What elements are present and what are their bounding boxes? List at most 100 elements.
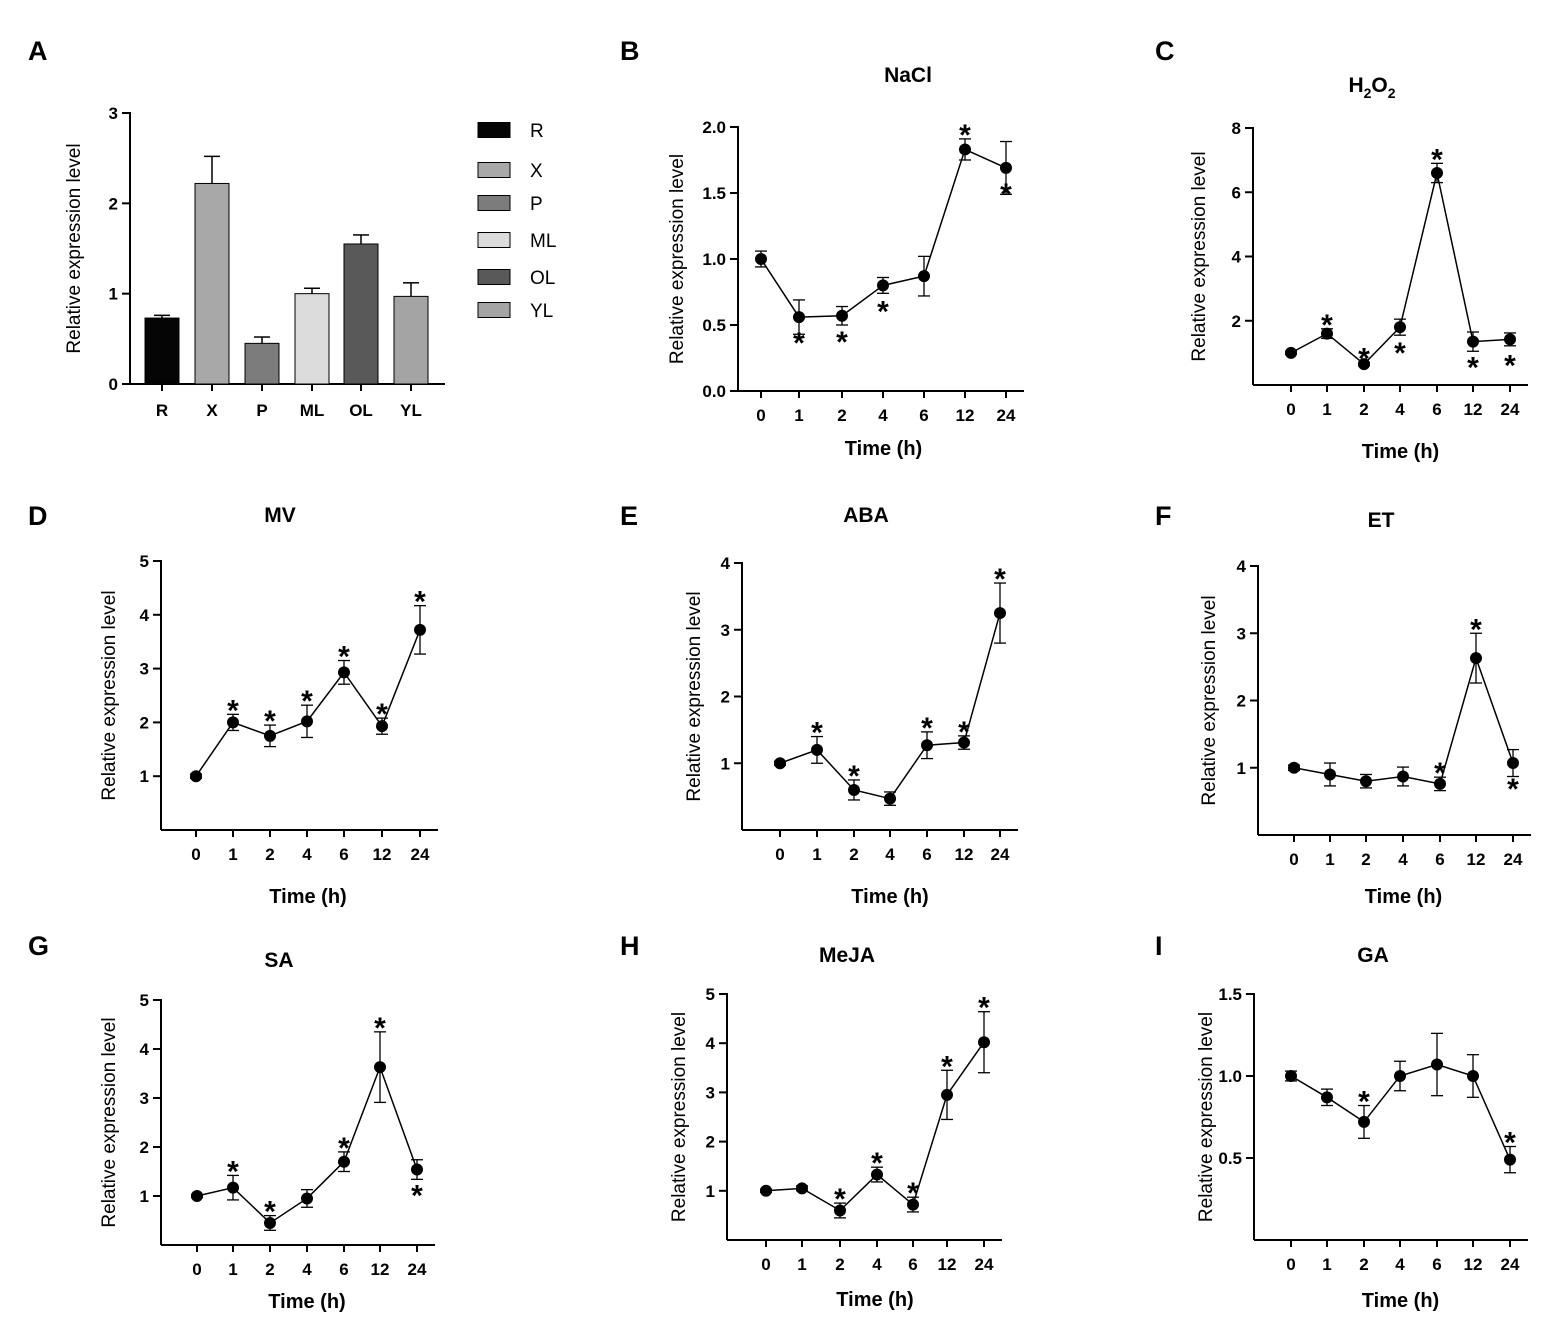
data-point	[264, 1216, 276, 1229]
x-axis-title: Time (h)	[845, 438, 922, 460]
x-tick-label: 24	[1501, 400, 1520, 419]
y-tick-label: 2.0	[702, 118, 726, 137]
y-tick-label: 3	[706, 1083, 715, 1102]
significance-star: *	[1507, 773, 1519, 806]
panel-letter: F	[1155, 501, 1172, 531]
bar-p	[244, 342, 280, 385]
x-tick-label: 1	[228, 1260, 237, 1279]
significance-star: *	[1358, 343, 1370, 376]
chart-title: GA	[1357, 944, 1389, 967]
panel-letter: E	[620, 501, 638, 531]
x-tick-label: 12	[1467, 850, 1486, 869]
significance-star: *	[1504, 1127, 1516, 1160]
data-point	[774, 757, 786, 770]
significance-star: *	[1434, 757, 1446, 790]
data-point	[1360, 775, 1372, 788]
data-point	[1394, 321, 1406, 334]
data-point	[264, 729, 276, 742]
x-tick-label: YL	[400, 401, 422, 420]
data-point	[760, 1184, 772, 1197]
legend-label: X	[530, 161, 543, 182]
data-point	[1467, 1070, 1479, 1082]
y-axis-title: Relative expression level	[99, 1017, 120, 1227]
x-axis-title: Time (h)	[269, 886, 346, 908]
significance-star: *	[338, 1132, 350, 1165]
x-tick-label: 1	[794, 406, 803, 425]
data-point	[338, 666, 350, 679]
y-tick-label: 4	[721, 554, 731, 573]
data-point	[1394, 1070, 1406, 1082]
significance-star: *	[227, 1155, 239, 1188]
y-tick-label: 1.0	[1218, 1067, 1242, 1086]
data-point	[376, 720, 388, 733]
data-point	[190, 770, 202, 783]
y-tick-label: 1.5	[1218, 985, 1242, 1004]
data-point	[941, 1088, 953, 1101]
chart-title: ABA	[843, 504, 889, 527]
data-point	[191, 1190, 203, 1202]
data-point	[1288, 761, 1300, 774]
data-point	[1467, 335, 1479, 348]
data-point	[994, 607, 1006, 620]
y-tick-label: 4	[140, 1040, 150, 1059]
x-tick-label: 24	[997, 406, 1016, 425]
significance-star: *	[264, 1196, 276, 1229]
data-point	[338, 1155, 350, 1168]
x-tick-label: 4	[302, 1260, 312, 1279]
x-tick-label: 12	[371, 1260, 390, 1279]
legend-label: OL	[530, 268, 555, 289]
x-tick-label: 12	[938, 1255, 957, 1274]
y-tick-label: 1	[721, 754, 730, 773]
data-point	[301, 715, 313, 728]
data-point	[907, 1198, 919, 1211]
x-tick-label: 12	[955, 845, 974, 864]
x-tick-label: 4	[1395, 1255, 1405, 1274]
x-tick-label: 2	[1361, 850, 1370, 869]
data-point	[301, 1192, 313, 1205]
y-tick-label: 4	[140, 606, 150, 625]
data-point	[1321, 1091, 1333, 1104]
y-axis-title: Relative expression level	[1189, 151, 1210, 361]
y-tick-label: 0	[109, 375, 118, 394]
y-tick-label: 1.0	[702, 250, 726, 269]
x-tick-label: 1	[1325, 850, 1334, 869]
x-tick-label: 2	[265, 845, 274, 864]
x-tick-label: 2	[1359, 1255, 1368, 1274]
significance-star: *	[1431, 143, 1443, 176]
x-axis-title: Time (h)	[836, 1289, 913, 1311]
data-point	[1507, 757, 1519, 770]
x-tick-label: 24	[991, 845, 1010, 864]
y-tick-label: 4	[706, 1034, 716, 1053]
significance-star: *	[877, 295, 889, 328]
y-tick-label: 3	[721, 621, 730, 640]
y-tick-label: 5	[140, 552, 149, 571]
y-axis-title: Relative expression level	[99, 590, 120, 800]
significance-star: *	[921, 712, 933, 745]
data-point	[918, 270, 930, 283]
x-tick-label: 24	[408, 1260, 427, 1279]
legend-swatch	[477, 232, 511, 248]
significance-star: *	[227, 694, 239, 727]
panel-letter: I	[1155, 931, 1163, 961]
significance-star: *	[301, 685, 313, 718]
data-point	[414, 623, 426, 636]
data-point	[793, 311, 805, 324]
data-point	[1321, 327, 1333, 340]
panel-letter: G	[28, 931, 49, 961]
series-line	[779, 612, 1001, 800]
x-tick-label: 12	[956, 406, 975, 425]
y-axis-title: Relative expression level	[669, 1012, 690, 1222]
data-point	[958, 736, 970, 749]
legend-swatch	[477, 269, 511, 285]
data-point	[1000, 161, 1012, 174]
legend-swatch	[477, 162, 511, 178]
x-tick-label: 6	[1432, 400, 1441, 419]
significance-star: *	[811, 717, 823, 750]
legend-swatch	[477, 195, 511, 211]
x-axis-title: Time (h)	[1365, 886, 1442, 908]
data-point	[834, 1204, 846, 1217]
y-axis-title: Relative expression level	[64, 143, 85, 353]
significance-star: *	[978, 992, 990, 1025]
